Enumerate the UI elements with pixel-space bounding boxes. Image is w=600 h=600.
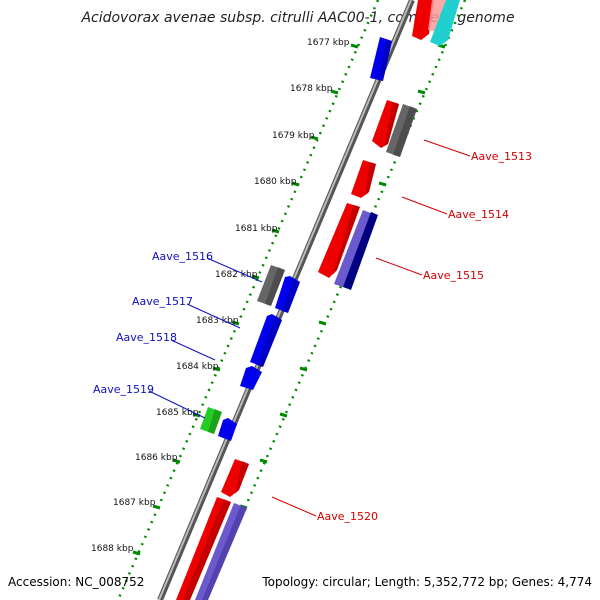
gene-blue-1682[interactable] bbox=[275, 276, 300, 313]
kbp-label: 1678 kbp bbox=[290, 84, 333, 94]
topology-text: Topology: circular; Length: 5,352,772 bp… bbox=[261, 575, 592, 589]
gene-cyan-top[interactable] bbox=[430, 0, 460, 46]
inner-tick-track bbox=[116, 0, 380, 600]
gene-red-1686[interactable] bbox=[221, 459, 249, 497]
gene-blue-1683[interactable] bbox=[250, 314, 282, 367]
inner-tick-marks bbox=[132, 43, 359, 556]
gene-label-aave-1518[interactable]: Aave_1518 bbox=[116, 331, 177, 344]
gene-gray-1682[interactable] bbox=[257, 265, 285, 306]
kbp-label: 1685 kbp bbox=[156, 408, 199, 418]
gene-pink-top[interactable] bbox=[428, 0, 446, 32]
gene-navy-1681[interactable] bbox=[343, 212, 378, 290]
kbp-label: 1683 kbp bbox=[196, 316, 239, 326]
gene-label-aave-1520[interactable]: Aave_1520 bbox=[317, 510, 378, 523]
gene-red-1687[interactable] bbox=[176, 497, 231, 600]
gene-label-aave-1516[interactable]: Aave_1516 bbox=[152, 250, 213, 263]
left-leader-lines bbox=[148, 257, 263, 419]
kbp-label: 1682 kbp bbox=[215, 270, 258, 280]
gene-blue-1685[interactable] bbox=[218, 418, 237, 441]
gene-gray-1679[interactable] bbox=[386, 104, 417, 157]
gene-label-aave-1517[interactable]: Aave_1517 bbox=[132, 295, 193, 308]
kbp-label: 1681 kbp bbox=[235, 224, 278, 234]
gene-red-1681[interactable] bbox=[318, 203, 360, 278]
kbp-label: 1686 kbp bbox=[135, 453, 178, 463]
gene-blue-1677[interactable] bbox=[370, 37, 392, 81]
gene-label-aave-1513[interactable]: Aave_1513 bbox=[471, 150, 532, 163]
kbp-label: 1687 kbp bbox=[113, 498, 156, 508]
gene-blue-1684[interactable] bbox=[240, 366, 262, 390]
gene-label-aave-1519[interactable]: Aave_1519 bbox=[93, 383, 154, 396]
right-leader-lines bbox=[271, 139, 471, 517]
kbp-label: 1688 kbp bbox=[91, 544, 134, 554]
gene-red-1679[interactable] bbox=[372, 100, 399, 148]
gene-purple-1687[interactable] bbox=[195, 503, 247, 600]
kbp-label: 1677 kbp bbox=[307, 38, 350, 48]
accession-text: Accession: NC_008752 bbox=[8, 575, 144, 589]
kbp-label: 1679 kbp bbox=[272, 131, 315, 141]
outer-tick-track bbox=[203, 0, 467, 600]
gene-red-1680[interactable] bbox=[351, 160, 376, 198]
gene-label-aave-1514[interactable]: Aave_1514 bbox=[448, 208, 509, 221]
gene-label-aave-1515[interactable]: Aave_1515 bbox=[423, 269, 484, 282]
kbp-label: 1684 kbp bbox=[176, 362, 219, 372]
gene-green-1685[interactable] bbox=[200, 407, 222, 434]
gene-purple-1681[interactable] bbox=[334, 210, 373, 288]
kbp-label: 1680 kbp bbox=[254, 177, 297, 187]
